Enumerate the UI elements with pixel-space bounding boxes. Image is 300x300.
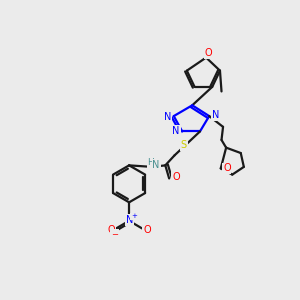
Text: O: O [205, 48, 212, 58]
Text: +: + [131, 213, 137, 219]
Text: H: H [147, 158, 154, 167]
Text: N: N [152, 160, 160, 170]
Text: O: O [143, 225, 151, 235]
Text: −: − [111, 230, 118, 239]
Text: O: O [223, 164, 231, 173]
Text: O: O [108, 225, 115, 235]
Text: N: N [212, 110, 219, 120]
Text: O: O [172, 172, 180, 182]
Text: N: N [126, 215, 134, 225]
Text: N: N [164, 112, 171, 122]
Text: N: N [172, 126, 180, 136]
Text: S: S [181, 140, 187, 150]
